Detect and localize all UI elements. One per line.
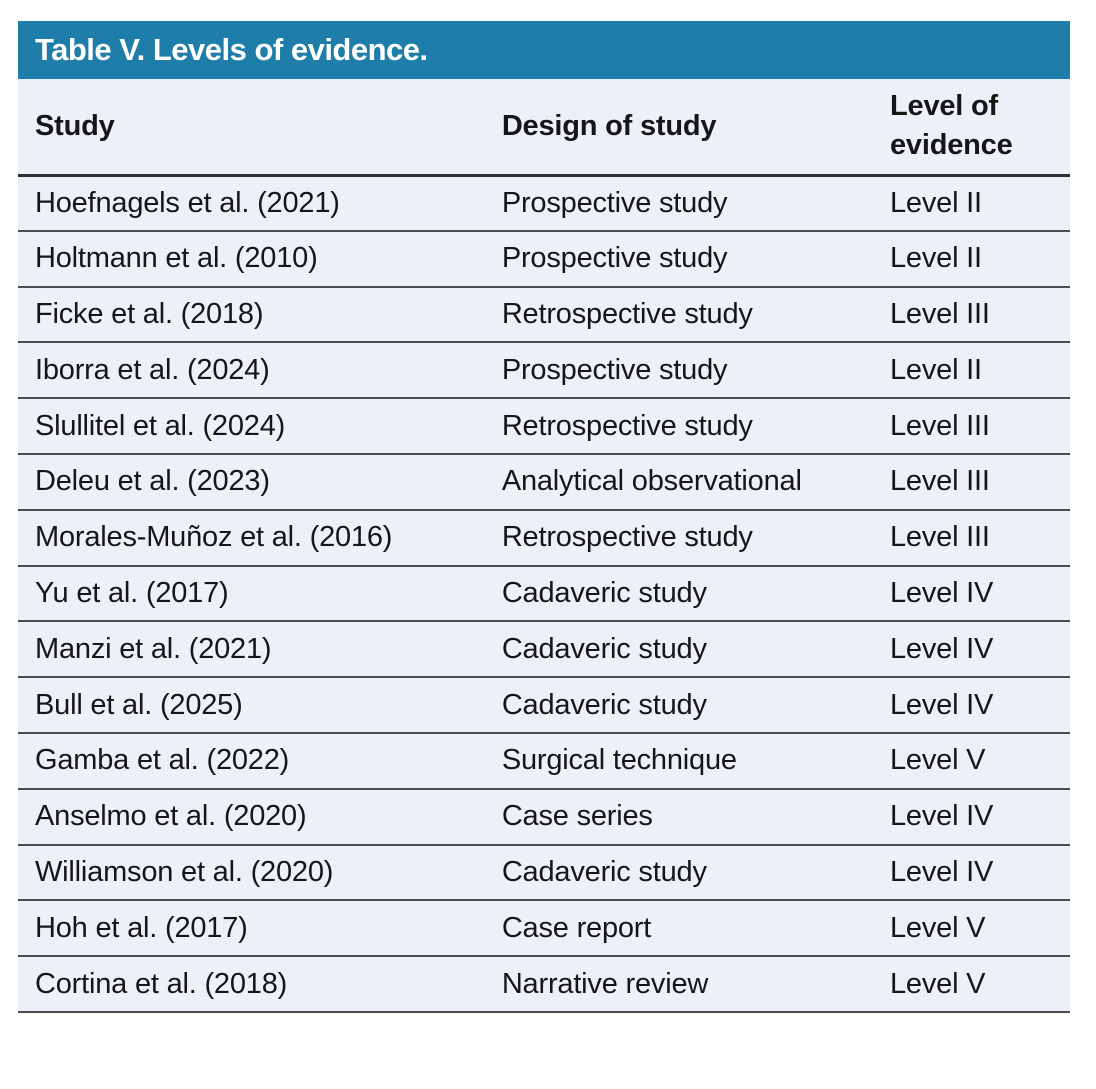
levels-of-evidence-table: Table V. Levels of evidence. Study Desig… [18, 21, 1070, 1013]
column-header-study: Study [35, 109, 115, 142]
table-row: Yu et al. (2017) Cadaveric study Level IV [18, 566, 1070, 622]
study-cell: Slullitel et al. (2024) [35, 409, 286, 442]
table-row: Iborra et al. (2024) Prospective study Lev… [18, 342, 1070, 399]
evidence-table-grid: Study Design of study Level of evidence … [18, 79, 1070, 1013]
level-cell: Level IV [890, 855, 994, 888]
table-row: Gamba et al. (2022) Surgical technique Lev… [18, 733, 1070, 789]
study-cell: Gamba et al. (2022) [35, 744, 290, 777]
level-cell: Level III [890, 409, 990, 442]
table-row: Bull et al. (2025) Cadaveric study Level I… [18, 677, 1070, 733]
table-row: Hoefnagels et al. (2021) Prospective stud… [18, 175, 1070, 231]
study-cell: Williamson et al. (2020) [35, 855, 334, 888]
design-cell: Prospective study [501, 353, 728, 386]
study-cell: Hoh et al. (2017) [35, 911, 248, 944]
column-header-level: Level of evidence [890, 90, 1013, 162]
table-row: Slullitel et al. (2024) Retrospective stu… [18, 398, 1070, 454]
table-row: Manzi et al. (2021) Cadaveric study Level … [18, 621, 1070, 678]
level-cell: Level III [890, 465, 990, 498]
design-cell: Case series [501, 800, 653, 833]
table-row: Anselmo et al. (2020) Case series Level IV [18, 789, 1070, 845]
level-cell: Level II [890, 353, 982, 386]
level-cell: Level V [890, 911, 986, 944]
design-cell: Cadaveric study [501, 688, 707, 721]
study-cell: Cortina et al. (2018) [35, 967, 288, 1000]
study-cell: Yu et al. (2017) [35, 576, 229, 609]
study-cell: Manzi et al. (2021) [35, 632, 272, 665]
level-cell: Level IV [890, 800, 994, 833]
table-title: Table V. Levels of evidence. [35, 32, 428, 67]
study-cell: Holtmann et al. (2010) [35, 242, 318, 275]
table-title-bar: Table V. Levels of evidence. [18, 21, 1070, 79]
study-cell: Iborra et al. (2024) [35, 353, 270, 386]
table-row: Hoh et al. (2017) Case report Level V [18, 900, 1070, 957]
design-cell: Cadaveric study [501, 632, 707, 665]
level-cell: Level V [890, 744, 986, 777]
study-cell: Deleu et al. (2023) [35, 465, 270, 498]
level-cell: Level II [890, 242, 982, 275]
design-cell: Narrative review [501, 967, 709, 1000]
table-row: Morales-Muñoz et al. (2016) Retrospective… [18, 510, 1070, 566]
level-cell: Level V [890, 967, 986, 1000]
design-cell: Surgical technique [501, 744, 737, 777]
table-row: Williamson et al. (2020) Cadaveric study L… [18, 845, 1070, 901]
level-cell: Level IV [890, 576, 994, 609]
table-row: Cortina et al. (2018) Narrative review Lev… [18, 956, 1070, 1012]
header-row: Study Design of study Level of evidence [18, 79, 1070, 175]
study-cell: Bull et al. (2025) [35, 688, 243, 721]
study-cell: Anselmo et al. (2020) [35, 800, 307, 833]
column-header-design: Design of study [501, 109, 717, 142]
table-row: Deleu et al. (2023) Analytical observatio… [18, 454, 1070, 510]
design-cell: Cadaveric study [501, 576, 707, 609]
level-cell: Level III [890, 297, 990, 330]
design-cell: Retrospective study [501, 521, 753, 554]
design-cell: Retrospective study [501, 409, 753, 442]
design-cell: Retrospective study [501, 297, 753, 330]
design-cell: Analytical observational [501, 465, 802, 498]
study-cell: Morales-Muñoz et al. (2016) [35, 521, 393, 554]
study-cell: Hoefnagels et al. (2021) [35, 186, 340, 219]
table-row: Holtmann et al. (2010) Prospective study L… [18, 231, 1070, 287]
table-row: Ficke et al. (2018) Retrospective study Le… [18, 287, 1070, 343]
study-cell: Ficke et al. (2018) [35, 297, 264, 330]
level-cell: Level IV [890, 632, 994, 665]
level-cell: Level II [890, 186, 982, 219]
design-cell: Case report [501, 911, 652, 944]
design-cell: Prospective study [501, 186, 728, 219]
level-cell: Level IV [890, 688, 994, 721]
level-cell: Level III [890, 521, 990, 554]
design-cell: Prospective study [501, 242, 728, 275]
design-cell: Cadaveric study [501, 855, 707, 888]
